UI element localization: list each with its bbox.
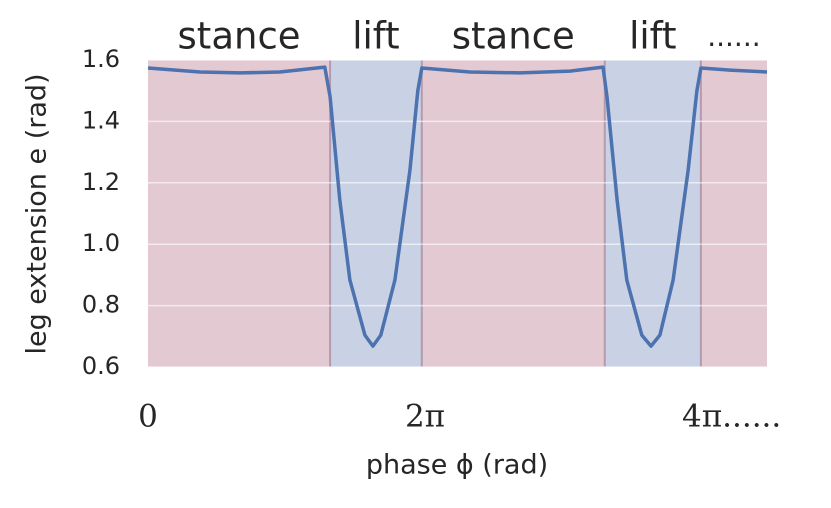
- y-tick-label: 0.6: [82, 352, 120, 380]
- region-label: ......: [707, 20, 760, 53]
- data-line: [147, 65, 768, 348]
- y-axis-label: leg extension e (rad): [22, 73, 53, 354]
- region-label: lift: [352, 15, 399, 58]
- x-tick-label: 2π: [405, 399, 445, 435]
- y-tick-label: 1.2: [82, 168, 120, 196]
- phase-region: [330, 60, 422, 367]
- region-label: stance: [452, 15, 575, 58]
- x-tick-label: 0: [138, 399, 158, 435]
- y-tick-label: 1.0: [82, 229, 120, 257]
- y-tick-label: 1.6: [82, 45, 120, 73]
- phase-region: [421, 60, 605, 367]
- y-tick-label: 0.8: [82, 291, 120, 319]
- phase-region: [700, 60, 767, 367]
- phase-region: [604, 60, 701, 367]
- phase-region: [148, 60, 331, 367]
- region-label: lift: [629, 15, 676, 58]
- region-label: stance: [178, 15, 301, 58]
- x-tick-label: 4π......: [682, 399, 781, 435]
- y-tick-label: 1.4: [82, 106, 120, 134]
- x-axis-label: phase ϕ (rad): [366, 450, 548, 481]
